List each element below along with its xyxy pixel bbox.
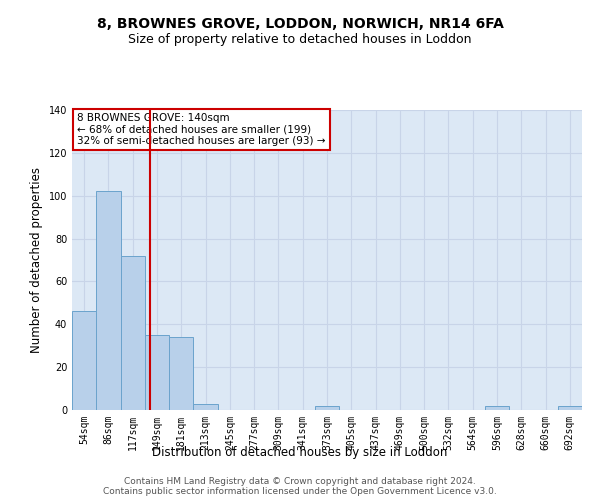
Bar — [121, 256, 145, 410]
Text: 8, BROWNES GROVE, LODDON, NORWICH, NR14 6FA: 8, BROWNES GROVE, LODDON, NORWICH, NR14 … — [97, 18, 503, 32]
Text: Size of property relative to detached houses in Loddon: Size of property relative to detached ho… — [128, 32, 472, 46]
Bar — [72, 312, 96, 410]
Bar — [193, 404, 218, 410]
Bar — [145, 335, 169, 410]
Bar — [558, 406, 582, 410]
Text: 8 BROWNES GROVE: 140sqm
← 68% of detached houses are smaller (199)
32% of semi-d: 8 BROWNES GROVE: 140sqm ← 68% of detache… — [77, 113, 326, 146]
Y-axis label: Number of detached properties: Number of detached properties — [30, 167, 43, 353]
Bar — [96, 192, 121, 410]
Bar — [485, 406, 509, 410]
Bar — [315, 406, 339, 410]
Text: Contains HM Land Registry data © Crown copyright and database right 2024.: Contains HM Land Registry data © Crown c… — [124, 476, 476, 486]
Bar — [169, 337, 193, 410]
Text: Contains public sector information licensed under the Open Government Licence v3: Contains public sector information licen… — [103, 486, 497, 496]
Text: Distribution of detached houses by size in Loddon: Distribution of detached houses by size … — [152, 446, 448, 459]
